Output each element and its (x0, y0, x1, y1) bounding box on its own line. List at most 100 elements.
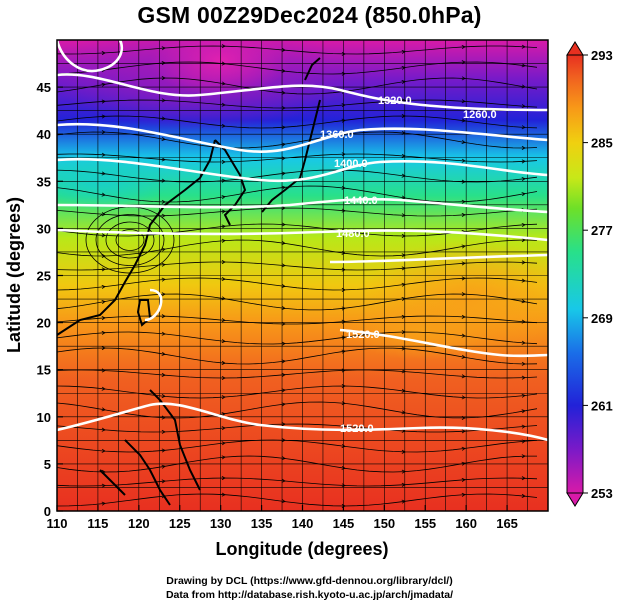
streamline-arrow (341, 384, 346, 389)
streamline-arrow (221, 476, 226, 481)
streamline (57, 239, 538, 257)
streamline-arrow (161, 464, 166, 469)
streamline-arrow (401, 65, 406, 70)
colorbar-max-arrow (566, 41, 584, 56)
streamline-arrow (221, 277, 226, 282)
streamline-arrow (161, 213, 166, 218)
streamline-arrow (161, 46, 166, 51)
streamline-arrow (161, 351, 166, 356)
streamline-arrow (521, 222, 526, 227)
streamline-arrow (461, 99, 466, 104)
streamline-arrow (221, 102, 226, 107)
contour-label: 1360.0 (320, 129, 354, 141)
streamline-arrow (341, 287, 346, 292)
streamline-arrow (401, 173, 406, 178)
streamline-arrow (401, 330, 406, 335)
streamline (57, 455, 537, 473)
contour-label: 1520.0 (340, 423, 374, 435)
streamline-arrow (101, 253, 106, 258)
streamline-arrow (221, 441, 226, 446)
streamline-arrow (221, 412, 226, 417)
streamline-arrow (401, 297, 406, 302)
streamline-arrow (461, 477, 466, 482)
streamline-arrow (341, 349, 346, 354)
streamline-arrow (161, 157, 166, 162)
streamline-arrow (401, 213, 406, 218)
streamline-arrow (101, 82, 106, 87)
streamline-arrow (281, 90, 286, 95)
longitude-axis: 110 115 120 125 130 135 140 145 150 155 160 165 (47, 505, 518, 531)
streamline-arrow (401, 49, 406, 54)
streamline-arrow (281, 422, 286, 427)
streamline-vortex (95, 214, 165, 266)
streamline-arrow (401, 153, 406, 158)
streamline-arrow (221, 159, 226, 164)
streamline-arrow (281, 341, 286, 346)
streamline-arrow (521, 424, 526, 429)
streamline-arrow (341, 250, 346, 255)
streamline (57, 439, 538, 453)
streamline-arrow (281, 125, 286, 130)
streamline-arrow (461, 45, 466, 50)
streamline (57, 77, 538, 95)
x-axis-label: Longitude (degrees) (215, 539, 388, 559)
streamline (57, 153, 538, 163)
streamline-arrow (221, 224, 226, 229)
streamline-arrow (461, 415, 466, 420)
streamline-arrow (101, 386, 106, 391)
streamline-arrow (281, 206, 286, 211)
streamline-arrow (461, 461, 466, 466)
streamline-arrow (401, 482, 406, 487)
streamline-arrow (281, 105, 286, 110)
streamline-arrow (341, 443, 346, 449)
streamline-arrow (161, 394, 166, 399)
streamline-arrow (461, 446, 466, 451)
x-tick-label: 145 (333, 516, 355, 531)
streamline-arrow (401, 195, 406, 200)
streamline-arrow (461, 374, 466, 379)
streamline-arrow (401, 499, 406, 504)
streamline-arrow (101, 501, 106, 506)
contour-label: 1260.0 (463, 109, 497, 121)
streamline (57, 401, 538, 419)
streamline-arrow (401, 282, 406, 287)
x-tick-label: 115 (87, 516, 108, 531)
streamline-arrow (101, 171, 106, 176)
streamline-arrow (161, 199, 166, 204)
streamline-arrow (281, 388, 286, 393)
streamline-arrow (521, 125, 526, 130)
streamline-arrow (221, 339, 226, 344)
y-tick-label: 40 (37, 127, 51, 142)
streamline-arrow (521, 176, 526, 182)
streamline-arrow (161, 314, 166, 319)
streamline-arrow (521, 44, 526, 49)
streamline-arrow (161, 247, 166, 252)
streamline-arrow (101, 152, 106, 157)
streamline-arrow (281, 456, 286, 461)
streamline-arrow (341, 118, 346, 123)
streamline-arrow (221, 61, 226, 66)
streamline-arrow (281, 185, 286, 190)
streamline-arrow (341, 267, 346, 272)
streamline (57, 293, 538, 311)
streamline-arrow (161, 61, 166, 66)
streamline-arrow (221, 318, 226, 323)
streamline-arrow (521, 439, 526, 444)
streamline (57, 493, 538, 507)
colorbar-tick-label: 293 (591, 48, 613, 63)
x-tick-label: 150 (373, 516, 395, 531)
streamline-arrow (281, 171, 286, 176)
wind-streamlines (57, 44, 538, 508)
streamline-arrow (461, 60, 466, 65)
streamline-arrow (281, 222, 286, 227)
streamline-arrow (101, 469, 106, 474)
streamline-arrow (281, 438, 286, 443)
streamline-arrow (101, 346, 106, 351)
streamline (57, 385, 538, 399)
streamline-arrow (401, 369, 406, 374)
streamline-arrow (341, 306, 346, 311)
streamline-arrow (161, 331, 166, 336)
streamline-arrow (341, 335, 346, 340)
streamline-arrow (521, 238, 526, 243)
